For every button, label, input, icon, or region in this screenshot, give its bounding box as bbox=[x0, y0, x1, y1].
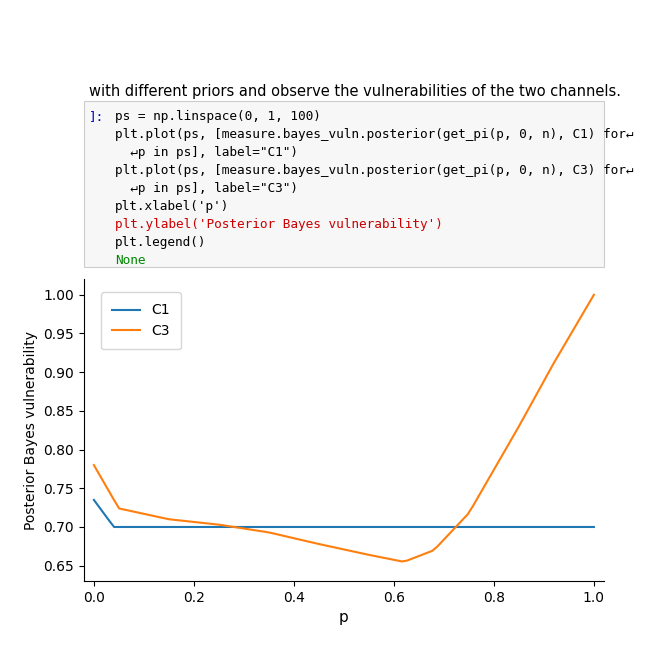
C3 bbox=[348, 547, 356, 555]
Legend: C1, C3: C1, C3 bbox=[101, 293, 181, 349]
C3 bbox=[570, 325, 578, 333]
Text: ]:: ]: bbox=[89, 110, 104, 123]
Text: plt.plot(ps, [measure.bayes_vuln.posterior(get_pi(p, 0, n), C1) for↵: plt.plot(ps, [measure.bayes_vuln.posteri… bbox=[115, 129, 633, 141]
C3 bbox=[590, 291, 598, 298]
C3 bbox=[554, 351, 562, 359]
C1 bbox=[191, 523, 199, 531]
C1 bbox=[590, 523, 598, 531]
Text: plt.ylabel('Posterior Bayes vulnerability'): plt.ylabel('Posterior Bayes vulnerabilit… bbox=[115, 218, 443, 231]
Y-axis label: Posterior Bayes vulnerability: Posterior Bayes vulnerability bbox=[24, 330, 38, 530]
C3 bbox=[388, 556, 396, 564]
X-axis label: p: p bbox=[339, 611, 349, 626]
C3 bbox=[206, 520, 214, 528]
C1 bbox=[90, 496, 98, 504]
C1 bbox=[570, 523, 578, 531]
C1 bbox=[352, 523, 360, 531]
Text: ↵p in ps], label="C1"): ↵p in ps], label="C1") bbox=[115, 146, 298, 159]
Text: with different priors and observe the vulnerabilities of the two channels.: with different priors and observe the vu… bbox=[89, 84, 621, 99]
Text: None: None bbox=[115, 254, 146, 267]
Text: plt.xlabel('p'): plt.xlabel('p') bbox=[115, 200, 229, 213]
C3 bbox=[90, 461, 98, 469]
Text: ps = np.linspace(0, 1, 100): ps = np.linspace(0, 1, 100) bbox=[115, 110, 321, 123]
C3 bbox=[398, 558, 406, 565]
Text: ↵p in ps], label="C3"): ↵p in ps], label="C3") bbox=[115, 182, 298, 195]
C1 bbox=[110, 523, 118, 531]
FancyBboxPatch shape bbox=[84, 101, 604, 267]
C3 bbox=[186, 518, 194, 526]
Text: plt.plot(ps, [measure.bayes_vuln.posterior(get_pi(p, 0, n), C3) for↵: plt.plot(ps, [measure.bayes_vuln.posteri… bbox=[115, 164, 633, 177]
C1 bbox=[554, 523, 562, 531]
C1 bbox=[393, 523, 401, 531]
Line: C1: C1 bbox=[94, 500, 594, 527]
Text: plt.legend(): plt.legend() bbox=[115, 236, 207, 249]
Line: C3: C3 bbox=[94, 295, 594, 562]
C1 bbox=[211, 523, 219, 531]
